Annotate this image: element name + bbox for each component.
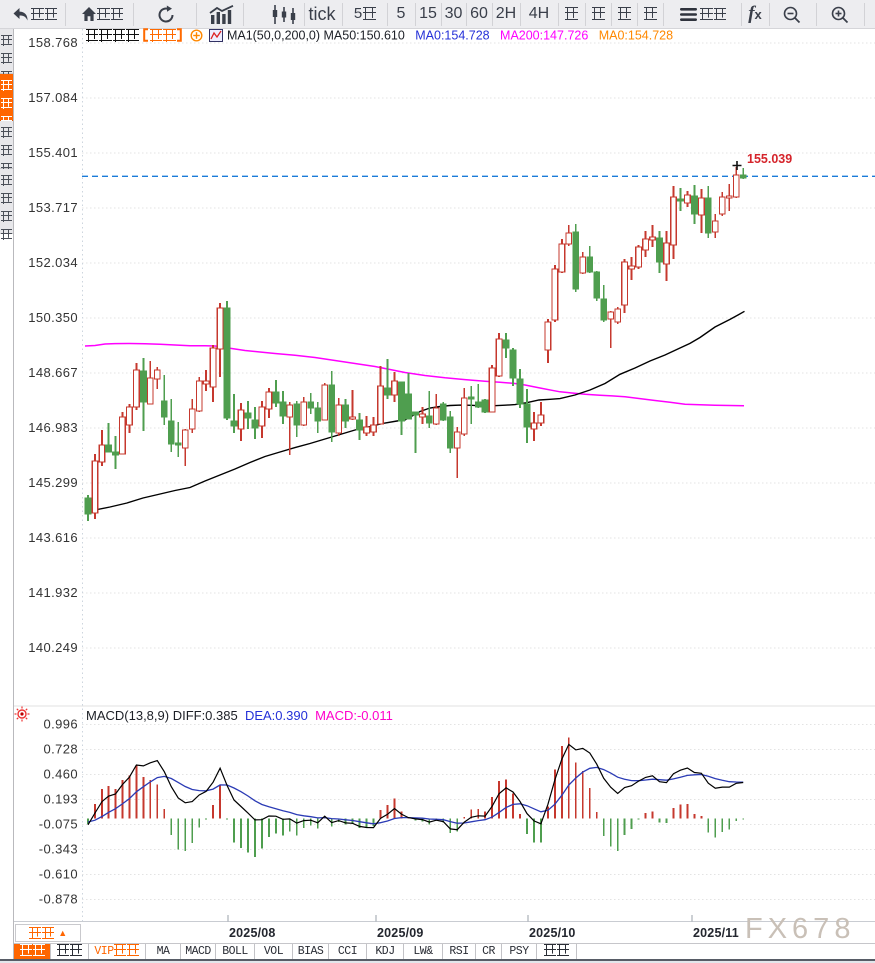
svg-text:0.193: 0.193 <box>43 792 78 807</box>
svg-text:155.401: 155.401 <box>28 145 78 160</box>
svg-text:146.983: 146.983 <box>28 420 78 435</box>
svg-text:-0.343: -0.343 <box>39 842 78 857</box>
svg-text:150.350: 150.350 <box>28 310 78 325</box>
svg-text:155.039: 155.039 <box>747 152 792 166</box>
svg-text:148.667: 148.667 <box>28 365 78 380</box>
svg-text:152.034: 152.034 <box>28 255 78 270</box>
svg-text:153.717: 153.717 <box>28 200 78 215</box>
svg-text:-0.878: -0.878 <box>39 892 78 907</box>
svg-text:0.728: 0.728 <box>43 742 78 757</box>
svg-text:158.768: 158.768 <box>28 35 78 50</box>
svg-text:0.460: 0.460 <box>43 767 78 782</box>
svg-text:145.299: 145.299 <box>28 475 78 490</box>
svg-text:141.932: 141.932 <box>28 585 78 600</box>
svg-text:140.249: 140.249 <box>28 640 78 655</box>
svg-text:143.616: 143.616 <box>28 530 78 545</box>
svg-text:-0.075: -0.075 <box>39 817 78 832</box>
svg-text:157.084: 157.084 <box>28 90 78 105</box>
svg-text:-0.610: -0.610 <box>39 867 78 882</box>
svg-text:0.996: 0.996 <box>43 717 78 732</box>
